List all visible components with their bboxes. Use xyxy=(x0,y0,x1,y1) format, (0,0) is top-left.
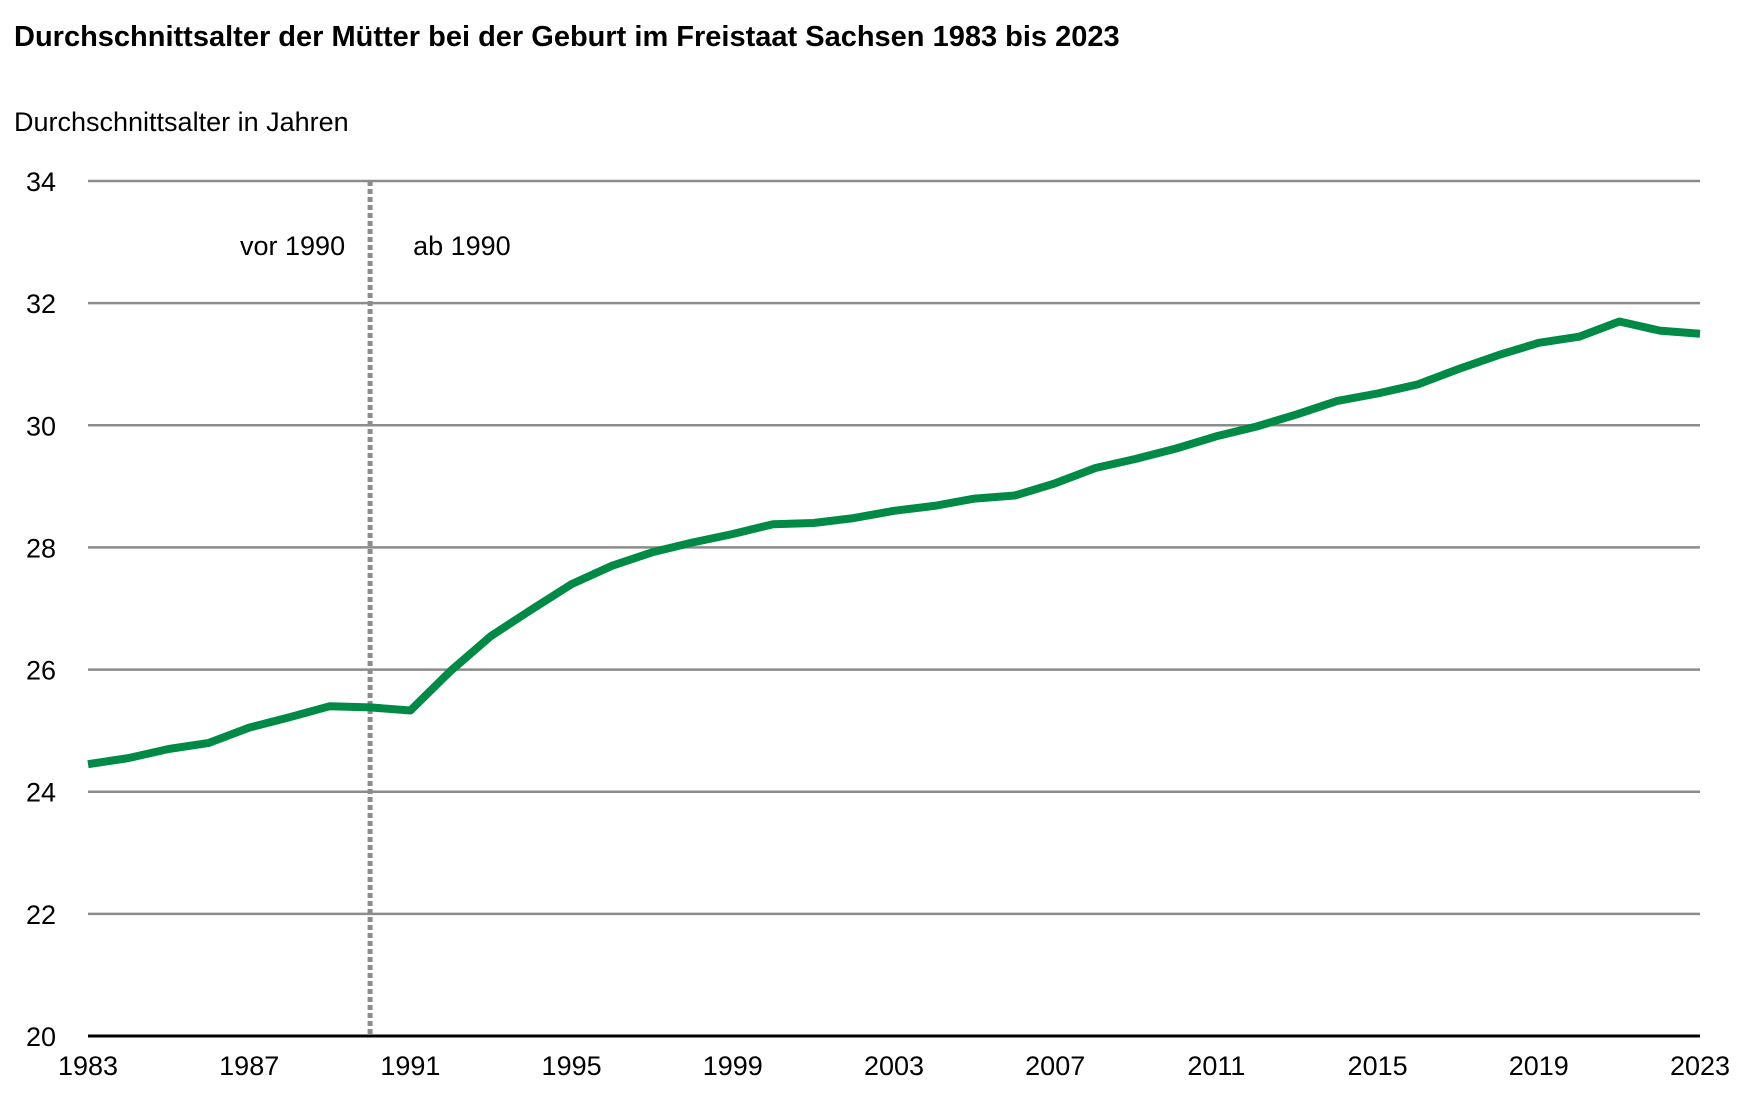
y-tick-26: 26 xyxy=(26,656,56,686)
x-tick-1983: 1983 xyxy=(58,1051,118,1081)
period-divider: vor 1990 ab 1990 xyxy=(240,181,511,1036)
gridlines xyxy=(88,179,1700,916)
x-tick-1987: 1987 xyxy=(219,1051,279,1081)
y-tick-34: 34 xyxy=(26,167,56,197)
x-tick-2003: 2003 xyxy=(864,1051,924,1081)
y-tick-22: 22 xyxy=(26,900,56,930)
chart-title: Durchschnittsalter der Mütter bei der Ge… xyxy=(14,21,1120,53)
x-tick-2015: 2015 xyxy=(1348,1051,1408,1081)
y-axis-ticks: 20 22 24 26 28 30 32 34 xyxy=(26,167,56,1052)
x-tick-2019: 2019 xyxy=(1509,1051,1569,1081)
y-tick-20: 20 xyxy=(26,1022,56,1052)
y-tick-24: 24 xyxy=(26,778,56,808)
y-tick-28: 28 xyxy=(26,533,56,563)
x-tick-1999: 1999 xyxy=(703,1051,763,1081)
x-tick-1995: 1995 xyxy=(542,1051,602,1081)
y-axis-label: Durchschnittsalter in Jahren xyxy=(14,107,349,137)
y-tick-30: 30 xyxy=(26,411,56,441)
label-ab-1990: ab 1990 xyxy=(413,231,511,261)
x-tick-1991: 1991 xyxy=(380,1051,440,1081)
series-layer xyxy=(87,317,1701,769)
x-tick-2011: 2011 xyxy=(1187,1051,1245,1081)
x-axis-ticks: 1983 1987 1991 1995 1999 2003 2007 2011 2015 2019… xyxy=(58,1051,1730,1081)
label-vor-1990: vor 1990 xyxy=(240,231,345,261)
x-tick-2023: 2023 xyxy=(1670,1051,1730,1081)
x-tick-2007: 2007 xyxy=(1025,1051,1085,1081)
y-tick-32: 32 xyxy=(26,289,56,319)
series-line-0 xyxy=(87,317,1701,769)
